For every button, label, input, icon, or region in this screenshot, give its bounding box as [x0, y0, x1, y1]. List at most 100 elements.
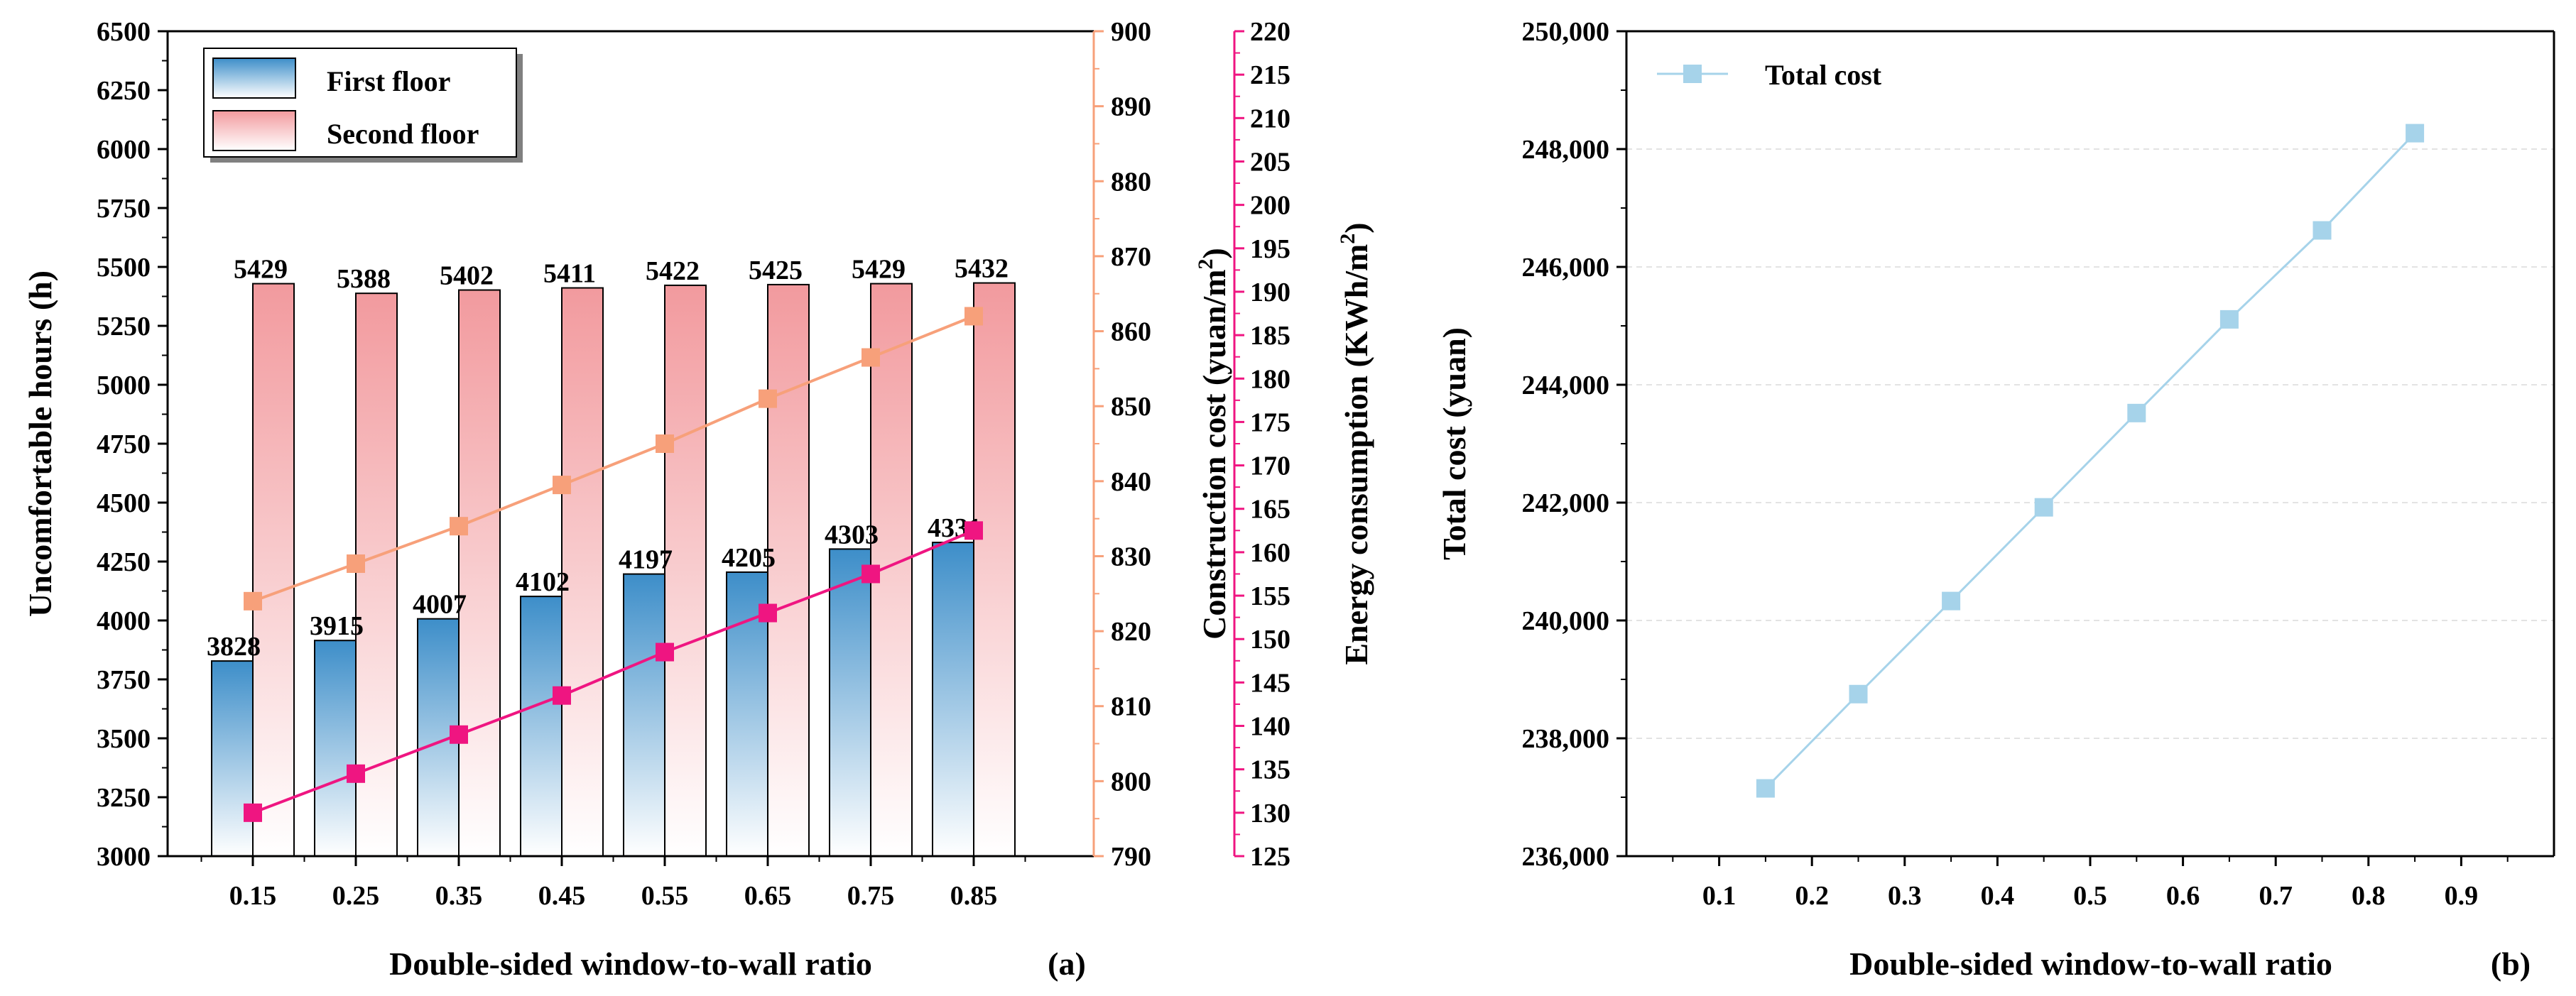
x-tick-label: 0.3	[1888, 881, 1922, 911]
energy-tick-label: 130	[1250, 799, 1290, 828]
point-total-cost	[2406, 124, 2425, 143]
panel-label: (b)	[2491, 946, 2531, 982]
cost-tick-label: 880	[1111, 167, 1151, 197]
cost-axis-title: Construction cost (yuan/m2)	[1194, 248, 1232, 640]
x-tick-label: 0.8	[2352, 881, 2386, 911]
x-tick-label: 0.15	[229, 881, 277, 911]
x-tick-label: 0.5	[2073, 881, 2107, 911]
x-tick-label: 0.85	[950, 881, 998, 911]
x-tick-label: 0.25	[332, 881, 380, 911]
y-tick-label: 244,000	[1522, 371, 1610, 400]
energy-tick-label: 220	[1250, 17, 1290, 47]
bar-label-second-floor: 5411	[543, 259, 596, 289]
point-total-cost	[1849, 684, 1868, 704]
energy-tick-label: 145	[1250, 668, 1290, 698]
panel-b: 236,000 238,000 240,000 242,000 244,000 246,0…	[1436, 17, 2555, 982]
bar-label-first-floor: 3828	[207, 632, 261, 662]
x-tick-label: 0.2	[1795, 881, 1829, 911]
x-tick-label: 0.65	[744, 881, 792, 911]
bar-label-first-floor: 4197	[619, 545, 673, 575]
y-tick-label: 250,000	[1522, 17, 1610, 47]
grid	[1626, 148, 2554, 739]
bar-label-second-floor: 5422	[646, 256, 700, 286]
x-tick-label: 0.9	[2445, 881, 2479, 911]
point-construction-cost	[656, 434, 674, 453]
legend-swatch-first-floor	[212, 58, 296, 99]
energy-tick-label: 150	[1250, 625, 1290, 655]
legend: Total cost	[1657, 59, 1882, 91]
bar-label-first-floor: 3915	[310, 611, 364, 641]
legend-label-second-floor: Second floor	[327, 118, 479, 150]
energy-tick-label: 125	[1250, 842, 1290, 872]
cost-tick-label: 900	[1111, 17, 1151, 47]
x-tick-label: 0.1	[1702, 881, 1737, 911]
point-total-cost	[1756, 779, 1775, 798]
energy-tick-label: 155	[1250, 581, 1290, 611]
y-tick-label: 242,000	[1522, 488, 1610, 518]
point-construction-cost	[759, 389, 777, 408]
cost-tick-label: 850	[1111, 392, 1151, 422]
point-energy-consumption	[964, 521, 983, 540]
y-tick-label: 246,000	[1522, 253, 1610, 283]
y-tick-label: 238,000	[1522, 724, 1610, 754]
y-axis-title: Total cost (yuan)	[1436, 327, 1472, 560]
bar-first-floor	[932, 542, 974, 857]
y-tick-label: 236,000	[1522, 842, 1610, 872]
bar-second-floor	[252, 283, 295, 857]
y-tick-label: 248,000	[1522, 135, 1610, 165]
energy-axis-ticks: 125 130 135 140 145 150 155 160 165 170 175 180 185 1…	[1234, 17, 1290, 872]
point-construction-cost	[553, 476, 571, 495]
bar-label-first-floor: 4007	[413, 590, 467, 620]
bar-second-floor	[355, 292, 398, 857]
left-axis-title: Uncomfortable hours (h)	[22, 270, 58, 617]
x-axis-title: Double-sided window-to-wall ratio	[389, 946, 872, 982]
energy-tick-label: 135	[1250, 755, 1290, 785]
bar-first-floor	[520, 596, 563, 857]
left-tick-label: 6500	[97, 17, 151, 47]
bar-label-first-floor: 4303	[825, 520, 879, 549]
point-energy-consumption	[862, 564, 880, 584]
left-tick-label: 6000	[97, 135, 151, 165]
energy-tick-label: 175	[1250, 407, 1290, 437]
point-total-cost	[1942, 591, 1961, 611]
bar-label-second-floor: 5429	[234, 255, 288, 285]
energy-tick-label: 205	[1250, 147, 1290, 177]
energy-tick-label: 200	[1250, 191, 1290, 221]
point-total-cost	[2127, 403, 2146, 422]
cost-tick-label: 840	[1111, 467, 1151, 497]
bar-label-second-floor: 5402	[440, 261, 494, 291]
point-construction-cost	[450, 517, 468, 536]
legend-label-first-floor: First floor	[327, 65, 450, 97]
cost-tick-label: 860	[1111, 317, 1151, 347]
point-construction-cost	[862, 348, 880, 367]
bar-label-group: 3828 5429 3915 5388 4007 5402 4102 5411 4197 5422…	[207, 254, 1009, 662]
energy-tick-label: 160	[1250, 538, 1290, 568]
line-group	[244, 307, 983, 822]
cost-tick-label: 890	[1111, 92, 1151, 122]
bar-label-second-floor: 5388	[337, 264, 391, 294]
x-tick-label: 0.75	[847, 881, 895, 911]
left-tick-label: 3000	[97, 842, 151, 872]
x-axis-ticks: 0.15 0.25 0.35 0.45 0.55 0.65 0.75 0.85	[200, 856, 1026, 911]
panel-a: 3828 5429 3915 5388 4007 5402 4102 5411 4197 5422…	[22, 17, 1374, 982]
left-tick-label: 3500	[97, 724, 151, 754]
point-total-cost	[2313, 221, 2332, 240]
left-tick-label: 3750	[97, 665, 151, 695]
energy-tick-label: 180	[1250, 364, 1290, 394]
point-energy-consumption	[450, 725, 468, 744]
left-tick-label: 5750	[97, 194, 151, 224]
bar-second-floor	[973, 282, 1016, 857]
energy-tick-label: 140	[1250, 712, 1290, 742]
energy-tick-label: 215	[1250, 60, 1290, 90]
point-energy-consumption	[759, 603, 777, 623]
point-total-cost	[2034, 498, 2053, 517]
point-energy-consumption	[553, 686, 571, 705]
point-energy-consumption	[244, 803, 262, 822]
bar-first-floor	[314, 640, 357, 857]
point-construction-cost	[964, 307, 983, 326]
x-tick-label: 0.45	[538, 881, 586, 911]
legend-label-total-cost: Total cost	[1765, 59, 1882, 91]
energy-tick-label: 185	[1250, 321, 1290, 351]
cost-tick-label: 820	[1111, 617, 1151, 647]
left-tick-label: 5500	[97, 253, 151, 283]
